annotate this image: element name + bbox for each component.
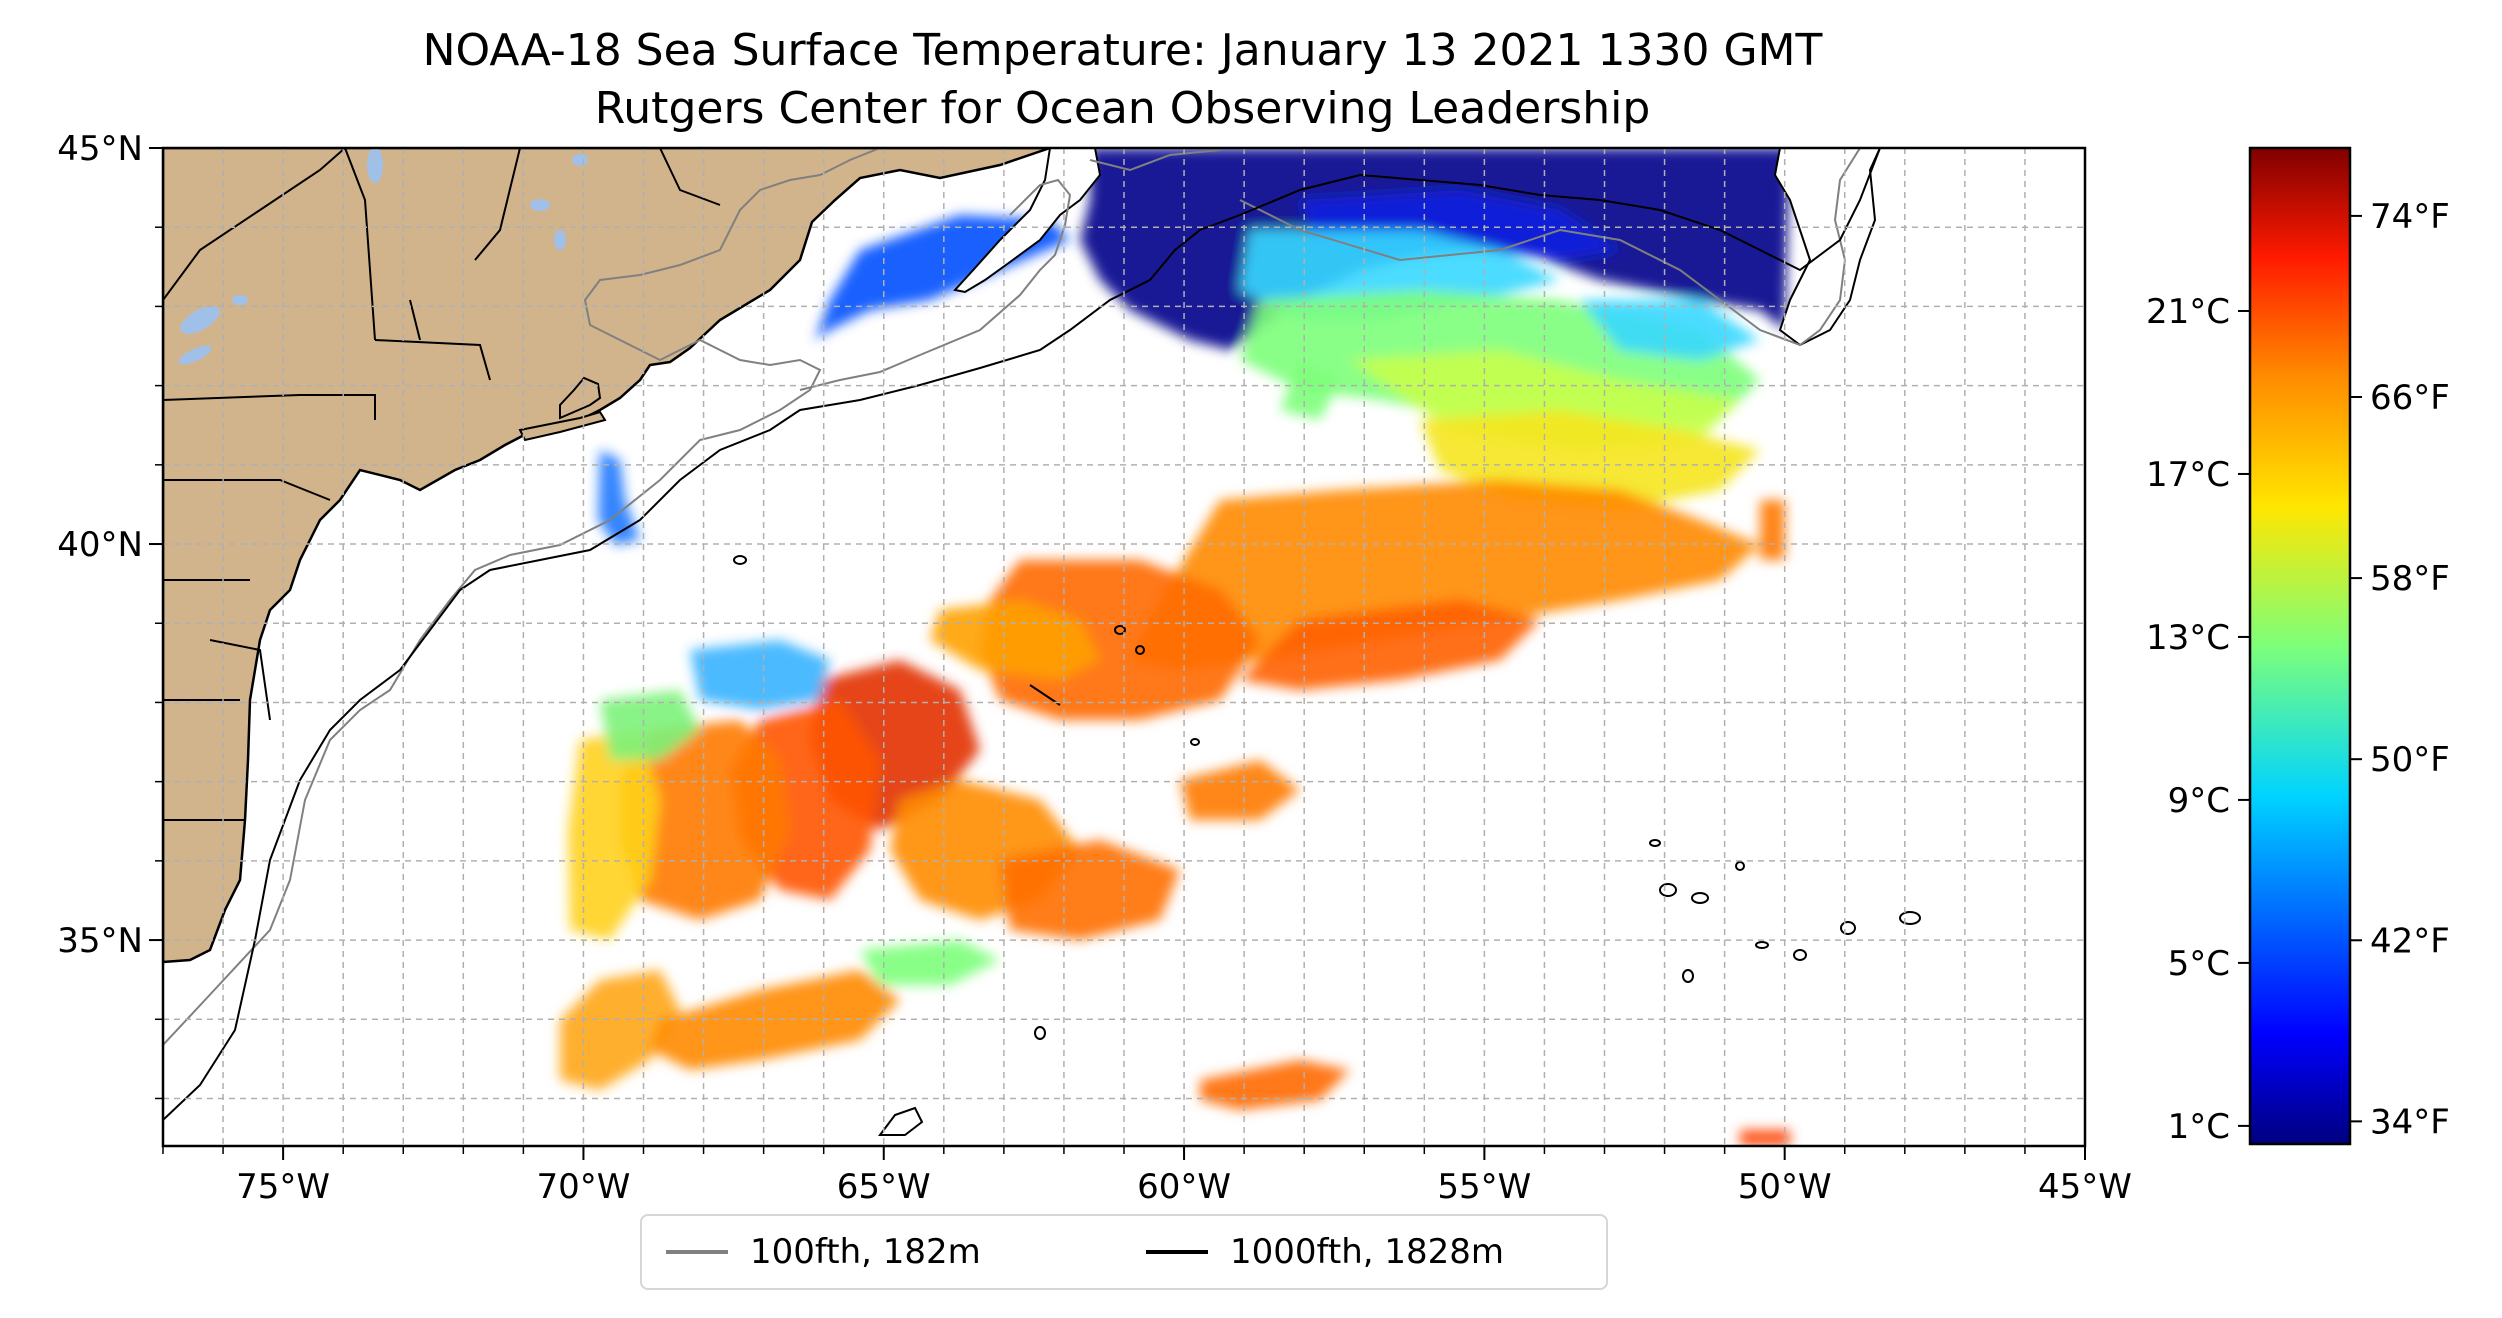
colorbar-ticks: 74°F 66°F 58°F 50°F 42°F 34°F 21°C 17°C 13°C 9°C 5… — [2146, 197, 2450, 1147]
colorbar-fahrenheit-label: 74°F — [2370, 197, 2450, 237]
longitude-tick-label: 60°W — [1137, 1167, 1231, 1207]
map-title: NOAA-18 Sea Surface Temperature: January… — [422, 25, 1823, 76]
island-outlines — [733, 555, 1921, 1136]
sst-patch — [568, 730, 660, 940]
sst-patch — [620, 720, 790, 920]
legend-label-1000fth: 1000fth, 1828m — [1230, 1232, 1505, 1272]
longitude-tick-label: 50°W — [1738, 1167, 1832, 1207]
colorbar-fahrenheit-label: 42°F — [2370, 921, 2450, 961]
colorbar-celsius-label: 17°C — [2146, 455, 2230, 495]
longitude-tick-label: 70°W — [536, 1167, 630, 1207]
colorbar-fahrenheit-label: 34°F — [2370, 1102, 2450, 1142]
sst-patch — [1580, 300, 1760, 360]
colorbar — [2248, 146, 2352, 1146]
sst-patch — [560, 970, 680, 1090]
colorbar-celsius-label: 13°C — [2146, 618, 2230, 658]
sst-patch — [1000, 840, 1180, 940]
sst-patch — [650, 970, 900, 1070]
longitude-tick-label: 65°W — [837, 1167, 931, 1207]
sst-patch — [1280, 360, 1340, 420]
legend-swatch-gray-line — [666, 1250, 728, 1254]
sst-patch — [980, 560, 1260, 720]
map-subtitle: Rutgers Center for Ocean Observing Leade… — [594, 83, 1651, 134]
isobath-1000fth — [163, 148, 1881, 1121]
sst-patch — [860, 940, 1000, 985]
sst-patch — [930, 600, 1100, 680]
colorbar-celsius-label: 9°C — [2168, 781, 2230, 821]
sst-patch — [1200, 1060, 1350, 1110]
sst-patch — [1760, 500, 1785, 560]
long-island — [518, 410, 607, 442]
legend-swatch-black-line — [1146, 1250, 1208, 1254]
isobath-legend: 100fth, 182m 1000fth, 1828m — [640, 1214, 1608, 1290]
colorbar-celsius-label: 21°C — [2146, 292, 2230, 332]
cape-cod — [559, 376, 602, 420]
sst-patch — [1740, 1130, 1790, 1146]
latitude-tick-label: 35°N — [57, 921, 143, 961]
colorbar-celsius-label: 5°C — [2168, 944, 2230, 984]
map-axis-ticks: 75°W 70°W 65°W 60°W 55°W 50°W 45°W 45°N 40°N 35°N — [57, 129, 2132, 1207]
legend-entry-1000fth: 1000fth, 1828m — [1146, 1232, 1504, 1272]
colorbar-fahrenheit-label: 50°F — [2370, 740, 2450, 780]
colorbar-fahrenheit-label: 58°F — [2370, 559, 2450, 599]
longitude-tick-label: 45°W — [2038, 1167, 2132, 1207]
sst-patch — [600, 690, 700, 760]
longitude-tick-label: 55°W — [1437, 1167, 1531, 1207]
lakes — [178, 148, 588, 365]
sst-patch — [690, 640, 830, 710]
colorbar-fahrenheit-label: 66°F — [2370, 378, 2450, 418]
isobath-100fth-banks — [799, 178, 1072, 391]
isobath-100fth — [163, 148, 881, 1046]
latitude-tick-label: 45°N — [57, 129, 143, 169]
graticule-grid — [163, 148, 2085, 1146]
map-plot-area[interactable] — [163, 120, 2085, 1146]
legend-label-100fth: 100fth, 182m — [750, 1232, 981, 1272]
sst-patch — [1180, 760, 1300, 820]
latitude-tick-label: 40°N — [57, 525, 143, 565]
longitude-tick-label: 75°W — [236, 1167, 330, 1207]
legend-entry-100fth: 100fth, 182m — [666, 1232, 981, 1272]
state-borders — [163, 148, 721, 821]
colorbar-celsius-label: 1°C — [2168, 1107, 2230, 1147]
land-mass — [163, 148, 1051, 964]
